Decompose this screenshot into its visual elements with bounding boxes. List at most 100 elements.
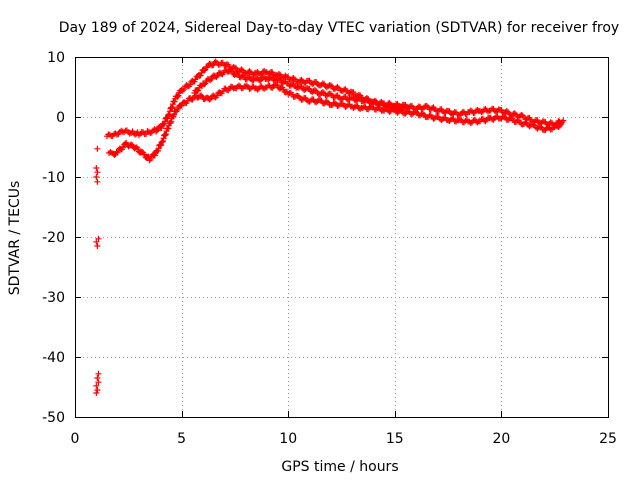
x-tick-label: 25 [599, 431, 617, 447]
data-point [158, 141, 165, 148]
data-point [274, 76, 281, 83]
x-tick-label: 10 [279, 431, 297, 447]
data-point [474, 119, 481, 126]
data-point [164, 114, 171, 121]
outlier-point [93, 174, 100, 180]
data-point [334, 84, 341, 91]
x-tick-labels: 0 5 10 15 20 25 [71, 431, 617, 447]
data-point [330, 100, 337, 107]
y-tick-label: 10 [47, 50, 65, 66]
data-point [242, 83, 249, 90]
data-point [346, 90, 353, 97]
data-point [317, 96, 324, 103]
data-point [303, 84, 310, 91]
data-point [202, 80, 209, 87]
data-point [158, 125, 165, 132]
data-point [254, 86, 261, 93]
data-point [114, 149, 121, 156]
y-tick-labels: -50 -40 -30 -20 -10 0 10 [42, 50, 65, 426]
data-point [255, 76, 262, 83]
data-point [499, 114, 506, 121]
x-tick-label: 5 [177, 431, 186, 447]
data-point [238, 66, 245, 73]
data-point [449, 115, 456, 122]
data-point [161, 118, 168, 125]
data-point [311, 87, 318, 94]
x-tick-label: 20 [492, 431, 510, 447]
data-point [261, 68, 268, 75]
y-tick-label: -20 [42, 230, 65, 246]
data-point [323, 98, 330, 105]
outlier-point [94, 243, 101, 249]
outlier-point [95, 370, 102, 377]
data-point [178, 102, 185, 109]
data-point [286, 76, 293, 83]
x-axis-label: GPS time / hours [281, 459, 398, 475]
data-point [457, 116, 464, 123]
data-point [231, 64, 238, 71]
data-point [266, 70, 273, 77]
x-tick-label: 15 [386, 431, 404, 447]
data-point [510, 111, 517, 118]
data-point [175, 92, 182, 99]
outlier-point [93, 390, 100, 396]
outlier-point [94, 375, 101, 381]
outlier-point [94, 178, 101, 185]
data-point [192, 76, 199, 83]
data-point [467, 120, 474, 127]
data-point [363, 96, 370, 103]
data-point [423, 102, 430, 109]
data-point [219, 59, 226, 66]
data-point [153, 128, 160, 135]
data-point [481, 117, 488, 124]
data-point [477, 107, 484, 114]
y-tick-label: -30 [42, 290, 65, 306]
y-tick-label: -10 [42, 170, 65, 186]
y-tick-label: -50 [42, 410, 65, 426]
data-point [481, 106, 488, 113]
data-point [503, 108, 510, 115]
data-point [174, 93, 181, 100]
data-point [201, 81, 208, 88]
data-point [194, 88, 201, 95]
data-point [187, 81, 194, 88]
data-point [297, 77, 304, 84]
data-point [257, 71, 264, 78]
data-point [213, 92, 220, 99]
data-point [181, 86, 188, 93]
outlier-point [94, 387, 101, 393]
x-tick-label: 0 [71, 431, 80, 447]
data-point [560, 117, 567, 124]
data-point [474, 106, 481, 113]
data-point [462, 117, 469, 124]
data-point [289, 75, 296, 82]
data-point [319, 89, 326, 96]
data-point [201, 67, 208, 74]
data-point [470, 117, 477, 124]
data-point [537, 123, 544, 130]
data-point [530, 121, 537, 128]
data-point [319, 80, 326, 87]
data-points [93, 58, 567, 396]
data-point [521, 120, 528, 127]
y-axis-label: SDTVAR / TECUs [7, 181, 23, 296]
data-point [111, 151, 118, 158]
data-point [357, 105, 364, 112]
outlier-point [94, 169, 101, 176]
data-point [327, 82, 334, 89]
data-point [195, 87, 202, 94]
data-point [207, 77, 214, 84]
chart-title: Day 189 of 2024, Sidereal Day-to-day VTE… [59, 20, 619, 36]
data-point [295, 84, 302, 91]
data-point [413, 108, 420, 115]
data-point [151, 152, 158, 159]
data-point [402, 105, 409, 112]
data-point [558, 121, 565, 128]
outlier-point [93, 165, 100, 171]
y-tick-label: 0 [56, 110, 65, 126]
data-point [134, 145, 141, 152]
data-point [485, 108, 492, 115]
data-point [230, 64, 237, 71]
data-point [401, 104, 408, 111]
